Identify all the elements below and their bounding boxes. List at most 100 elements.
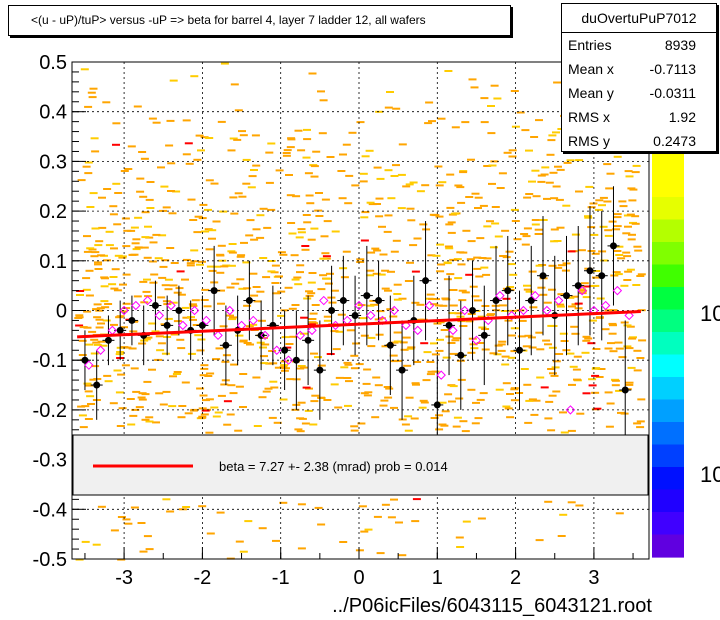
scatter-cell	[456, 546, 465, 548]
scatter-cell	[172, 373, 181, 375]
scatter-cell	[632, 164, 641, 167]
scatter-cell	[342, 250, 351, 253]
scatter-cell	[376, 177, 385, 180]
scatter-cell	[465, 273, 474, 276]
scatter-cell	[520, 233, 529, 235]
scatter-cell	[331, 230, 340, 233]
colorbar-label-upper: 10	[700, 301, 720, 326]
x-axis-label: ../P06icFiles/6043115_6043121.root	[332, 595, 652, 617]
scatter-cell	[86, 247, 95, 250]
scatter-cell	[90, 338, 99, 341]
scatter-cell	[212, 220, 221, 223]
y-tick-label: -0.1	[33, 350, 67, 372]
scatter-cell	[438, 401, 447, 404]
scatter-cell	[427, 370, 436, 373]
scatter-cell	[455, 397, 464, 400]
scatter-cell	[476, 342, 485, 344]
scatter-cell	[139, 550, 148, 553]
scatter-cell	[219, 210, 228, 213]
scatter-cell	[235, 334, 244, 337]
scatter-cell	[467, 388, 476, 391]
scatter-cell	[113, 289, 122, 292]
scatter-cell	[295, 236, 304, 239]
scatter-cell	[182, 153, 191, 156]
scatter-cell	[303, 221, 312, 224]
scatter-cell	[134, 216, 143, 219]
scatter-cell	[506, 416, 515, 419]
open-diamond-point	[295, 330, 305, 341]
profile-point	[163, 321, 171, 329]
scatter-cell	[113, 223, 122, 226]
scatter-cell	[330, 289, 339, 292]
scatter-cell	[552, 185, 561, 188]
scatter-cell	[556, 168, 565, 171]
scatter-cell	[436, 338, 444, 341]
scatter-cell	[422, 379, 431, 382]
scatter-cell	[355, 549, 364, 552]
scatter-cell	[182, 119, 191, 122]
profile-point	[245, 297, 253, 305]
scatter-cell	[377, 273, 386, 276]
scatter-cell	[83, 250, 92, 253]
scatter-cell	[92, 341, 101, 344]
scatter-cell	[205, 137, 214, 139]
scatter-cell	[390, 175, 399, 177]
scatter-cell	[545, 400, 554, 403]
open-diamond-point	[624, 310, 634, 321]
scatter-cell	[366, 201, 375, 204]
scatter-cell	[303, 138, 312, 141]
colorbar-segment	[652, 197, 684, 221]
scatter-cell	[190, 260, 199, 263]
y-tick-label: 0.1	[39, 251, 67, 273]
open-diamond-point	[283, 355, 294, 365]
scatter-cell	[584, 216, 593, 219]
scatter-cell	[185, 162, 194, 165]
colorbar-segment	[652, 287, 684, 311]
scatter-cell	[259, 207, 268, 210]
scatter-cell	[543, 197, 551, 200]
scatter-cell	[552, 131, 560, 134]
scatter-cell	[79, 426, 88, 429]
scatter-cell	[140, 339, 149, 342]
scatter-cell	[274, 366, 283, 369]
colorbar-segment	[652, 242, 684, 266]
scatter-cell	[157, 166, 165, 169]
scatter-cell	[175, 287, 184, 290]
scatter-cell	[470, 86, 479, 89]
scatter-cell	[539, 219, 548, 221]
scatter-cell	[569, 365, 578, 368]
scatter-cell	[94, 261, 102, 264]
scatter-cell	[322, 277, 331, 280]
scatter-cell	[510, 350, 519, 353]
scatter-cell	[229, 196, 238, 199]
scatter-cell	[212, 265, 221, 268]
scatter-cell	[522, 345, 531, 348]
scatter-cell	[77, 179, 86, 182]
scatter-cell	[498, 304, 507, 307]
scatter-cell	[385, 387, 394, 390]
scatter-cell	[212, 415, 221, 418]
scatter-cell	[636, 426, 645, 429]
scatter-cell	[130, 226, 139, 229]
x-tick-label: -1	[272, 567, 290, 589]
scatter-cell	[75, 324, 84, 327]
scatter-cell	[201, 288, 210, 291]
scatter-cell	[297, 401, 306, 404]
scatter-cell	[100, 300, 109, 303]
scatter-cell	[122, 518, 131, 521]
scatter-cell	[542, 339, 551, 342]
scatter-cell	[230, 212, 239, 215]
scatter-cell	[493, 97, 502, 100]
scatter-cell	[164, 288, 173, 291]
scatter-cell	[148, 260, 157, 263]
scatter-cell	[609, 350, 618, 353]
scatter-cell	[121, 364, 130, 367]
scatter-cell	[435, 428, 444, 431]
scatter-cell	[196, 263, 204, 266]
scatter-cell	[593, 407, 602, 410]
scatter-cell	[182, 316, 191, 319]
scatter-cell	[358, 505, 367, 508]
scatter-cell	[85, 269, 94, 272]
scatter-cell	[300, 366, 308, 369]
scatter-cell	[167, 190, 175, 192]
